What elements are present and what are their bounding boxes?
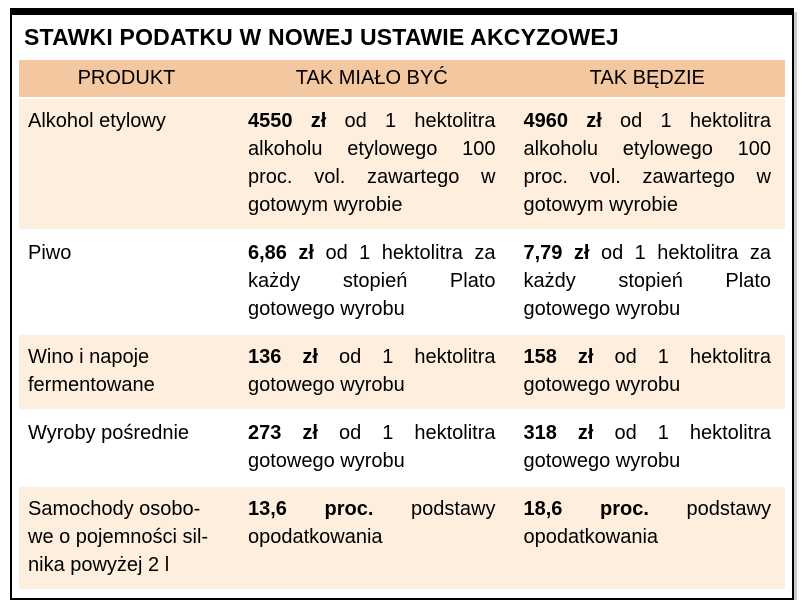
will-value: 7,79 zł [523,242,590,264]
will-description: od 1 hektolitra gotowego wyrobu [523,422,772,472]
was-cell: 4550 zł od 1 hektolitra alkoholu etylowe… [234,99,510,229]
product-cell: Wyroby pośrednie [19,411,234,485]
table-row: Samochody osobo- we o pojemności sil- ni… [19,485,785,589]
will-cell: 4960 zł od 1 hektolitra alkoholu etylowe… [510,99,786,229]
product-line: nika powyżej 2 l [28,554,170,576]
will-description: od 1 hektolitra alkoholu etylowego 100 p… [523,110,772,216]
table-header-row: PRODUKT TAK MIAŁO BYĆ TAK BĘDZIE [19,60,785,97]
will-value: 18,6 proc. [523,498,649,520]
was-value: 4550 zł [248,110,327,132]
will-value: 158 zł [523,346,594,368]
was-description: od 1 hektolitra za każdy stopień Plato g… [248,242,496,320]
will-cell: 7,79 zł od 1 hektolitra za każdy stopień… [510,231,786,333]
table-row: Piwo 6,86 zł od 1 hektolitra za każdy st… [19,229,785,333]
product-cell: Alkohol etylowy [19,99,234,229]
table-row: Wino i napoje fermentowane 136 zł od 1 h… [19,333,785,409]
product-line: Alkohol etylowy [28,110,166,132]
infographic-frame: STAWKI PODATKU W NOWEJ USTAWIE AKCYZOWEJ… [10,8,794,600]
column-header-will: TAK BĘDZIE [589,67,705,89]
will-value: 4960 zł [523,110,602,132]
will-value: 318 zł [523,422,594,444]
was-cell: 6,86 zł od 1 hektolitra za każdy stopień… [234,231,510,333]
will-cell: 318 zł od 1 hektolitra gotowego wyrobu [510,411,786,485]
was-value: 6,86 zł [248,242,314,264]
page-title: STAWKI PODATKU W NOWEJ USTAWIE AKCYZOWEJ [24,24,619,50]
product-line: Wyroby pośrednie [28,422,190,444]
product-line: Piwo [28,242,72,264]
was-value: 273 zł [248,422,318,444]
column-header-was: TAK MIAŁO BYĆ [295,67,448,89]
will-cell: 18,6 proc. podstawy opodatkowania [510,487,786,589]
table-row: Wyroby pośrednie 273 zł od 1 hektolitra … [19,409,785,485]
was-description: od 1 hektolitra gotowego wyrobu [248,422,496,472]
was-cell: 13,6 proc. podstawy opodatkowania [234,487,510,589]
product-cell: Samochody osobo- we o pojemności sil- ni… [19,487,234,589]
product-line: Samochody osobo- [28,498,201,520]
was-value: 136 zł [248,346,318,368]
was-description: od 1 hektolitra gotowego wyrobu [248,346,496,396]
product-line: fermentowane [28,374,155,396]
was-cell: 136 zł od 1 hektolitra gotowego wyrobu [234,335,510,409]
was-value: 13,6 proc. [248,498,374,520]
will-cell: 158 zł od 1 hektolitra gotowego wyrobu [510,335,786,409]
table-row: Alkohol etylowy 4550 zł od 1 hektolitra … [19,97,785,229]
will-description: podstawy opodatkowania [523,498,771,548]
product-line: we o pojemności sil- [28,526,209,548]
column-header-product: PRODUKT [77,67,176,89]
will-description: od 1 hektolitra gotowego wyrobu [523,346,772,396]
was-cell: 273 zł od 1 hektolitra gotowego wyrobu [234,411,510,485]
product-line: Wino i napoje [28,346,150,368]
was-description: podstawy opodatkowania [248,498,496,548]
product-cell: Wino i napoje fermentowane [19,335,234,409]
tax-rates-table: PRODUKT TAK MIAŁO BYĆ TAK BĘDZIE Alkohol… [19,60,785,589]
product-cell: Piwo [19,231,234,333]
was-description: od 1 hektolitra alkoholu etylowego 100 p… [248,110,496,216]
will-description: od 1 hektolitra za każdy stopień Plato g… [523,242,772,320]
